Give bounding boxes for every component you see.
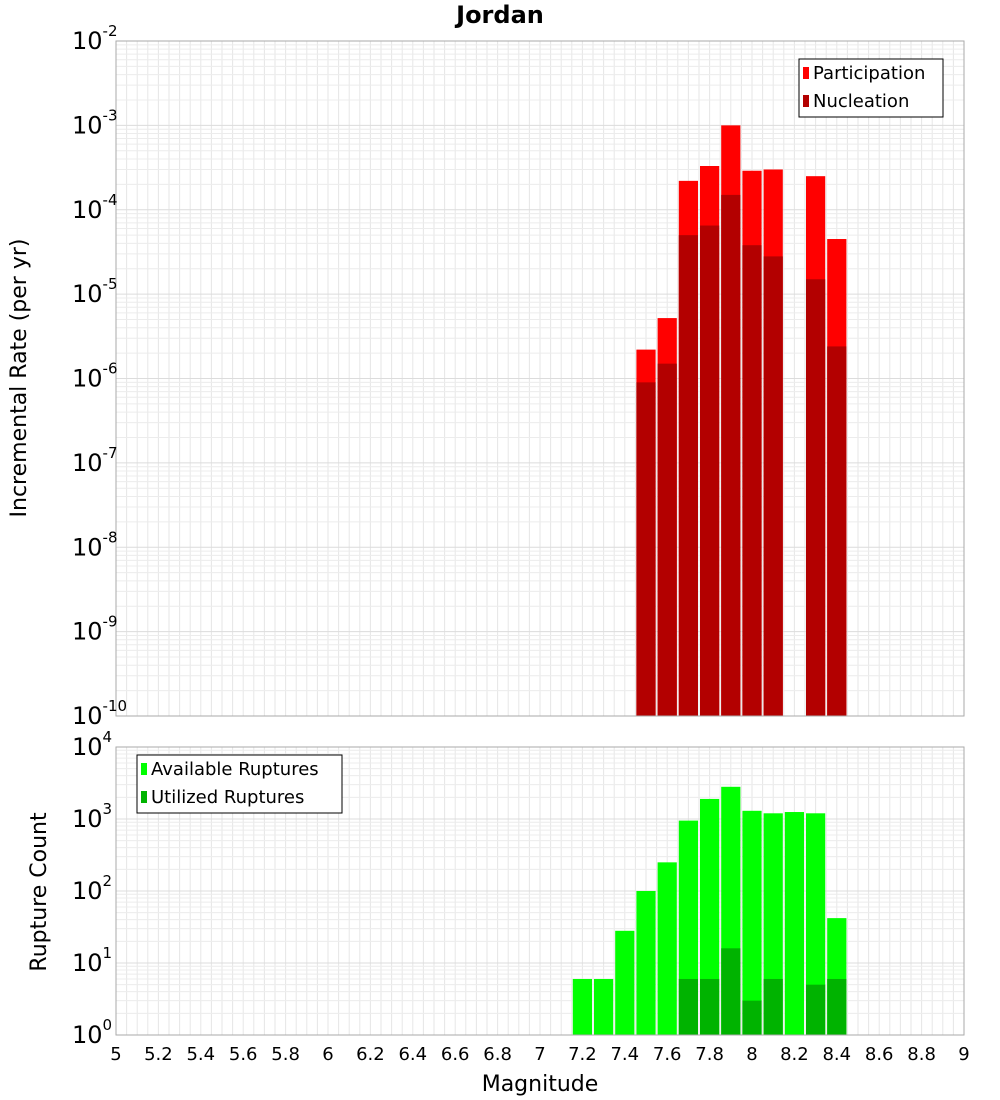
bottom-y-tick-label: 101 (72, 944, 112, 977)
top-y-tick-label: 10-7 (72, 444, 118, 477)
bottom-plot-frame (115, 746, 965, 1036)
bottom-series-1 (678, 948, 847, 1035)
x-tick-label: 8 (746, 1044, 757, 1065)
top-bar (742, 245, 762, 717)
bottom-y-axis-label: Rupture Count (27, 812, 52, 972)
top-bar (657, 363, 677, 716)
x-tick-label: 5 (110, 1044, 121, 1065)
x-tick-label: 6 (322, 1044, 333, 1065)
bottom-plot: 100 101 102 103 104 Available Ruptures Utilize… (72, 728, 965, 1049)
x-tick-label: 5.8 (271, 1044, 300, 1065)
bottom-bar (742, 1000, 762, 1035)
top-y-tick-label: 10-10 (72, 697, 127, 730)
bottom-legend-swatch (141, 763, 147, 775)
bottom-bar (572, 978, 592, 1035)
x-tick-label: 7.4 (610, 1044, 639, 1065)
bottom-bar (594, 978, 614, 1035)
top-y-axis-label: Incremental Rate (per yr) (7, 239, 32, 518)
top-legend-box (798, 58, 944, 118)
top-bar (636, 382, 656, 716)
top-legend-label: Nucleation (813, 91, 909, 112)
x-tick-label: 6.8 (483, 1044, 512, 1065)
top-bar (827, 346, 847, 716)
x-tick-label: 7.6 (653, 1044, 682, 1065)
top-legend-label: Participation (813, 63, 925, 84)
bottom-y-tick-labels: 100 101 102 103 104 (72, 728, 112, 1049)
top-legend-swatch (803, 67, 809, 79)
x-tick-label: 5.6 (229, 1044, 258, 1065)
top-bar (763, 256, 783, 716)
bottom-bar (806, 813, 826, 1035)
top-plot: 10-10 10-9 10-8 10-7 10-6 10-5 10-4 10-3 10-2 Par… (72, 22, 965, 730)
top-bar (700, 225, 720, 716)
bottom-legend: Available Ruptures Utilized Ruptures (136, 754, 343, 814)
bottom-bar (678, 978, 698, 1035)
bottom-bar (827, 978, 847, 1035)
x-tick-label: 8.4 (822, 1044, 851, 1065)
x-tick-label: 7 (534, 1044, 545, 1065)
x-tick-label: 7.8 (695, 1044, 724, 1065)
x-tick-label: 8.8 (907, 1044, 936, 1065)
top-y-tick-labels: 10-10 10-9 10-8 10-7 10-6 10-5 10-4 10-3 10-2 (72, 22, 127, 730)
top-legend: Participation Nucleation (798, 58, 944, 118)
bottom-bar (784, 812, 804, 1035)
bottom-legend-label: Utilized Ruptures (151, 787, 304, 808)
x-axis-label: Magnitude (482, 1072, 599, 1097)
x-tick-label: 6.6 (441, 1044, 470, 1065)
bottom-bar (806, 984, 826, 1035)
x-tick-label: 8.6 (865, 1044, 894, 1065)
top-plot-frame (115, 40, 965, 717)
x-tick-label: 6.2 (356, 1044, 385, 1065)
bottom-legend-swatch (141, 791, 147, 803)
bottom-y-tick-label: 104 (72, 728, 112, 761)
bottom-legend-label: Available Ruptures (151, 759, 319, 780)
top-series-1 (636, 194, 847, 717)
x-tick-label: 5.2 (144, 1044, 173, 1065)
bottom-bar (721, 948, 741, 1035)
top-bar (678, 235, 698, 716)
top-y-tick-label: 10-4 (72, 191, 118, 224)
bottom-legend-box (136, 754, 343, 814)
top-y-tick-label: 10-5 (72, 275, 118, 308)
top-y-tick-label: 10-9 (72, 613, 118, 646)
x-tick-label: 6.4 (398, 1044, 427, 1065)
bottom-bar (742, 810, 762, 1035)
top-bar (721, 194, 741, 716)
chart-title: Jordan (454, 1, 544, 29)
x-tick-label: 9 (958, 1044, 969, 1065)
top-legend-swatch (803, 95, 809, 107)
top-bar (806, 279, 826, 716)
bottom-y-tick-label: 100 (72, 1016, 112, 1049)
bottom-bar (657, 862, 677, 1035)
bottom-bar (636, 891, 656, 1035)
bottom-bar (615, 930, 635, 1035)
top-y-tick-label: 10-8 (72, 528, 118, 561)
bottom-y-tick-label: 102 (72, 872, 112, 905)
bottom-bar (700, 978, 720, 1035)
top-y-tick-label: 10-2 (72, 22, 118, 55)
x-tick-labels: 5 5.2 5.4 5.6 5.8 6 6.2 6.4 6.6 6.8 7 7.2 7.4 7.6 7.8 8… (110, 1044, 969, 1065)
bottom-bar (700, 798, 720, 1035)
top-y-tick-label: 10-6 (72, 360, 118, 393)
x-tick-label: 7.2 (568, 1044, 597, 1065)
x-tick-label: 5.4 (186, 1044, 215, 1065)
bottom-bar (763, 978, 783, 1035)
bottom-y-tick-label: 103 (72, 800, 112, 833)
x-tick-label: 8.2 (780, 1044, 809, 1065)
top-y-tick-label: 10-3 (72, 106, 118, 139)
